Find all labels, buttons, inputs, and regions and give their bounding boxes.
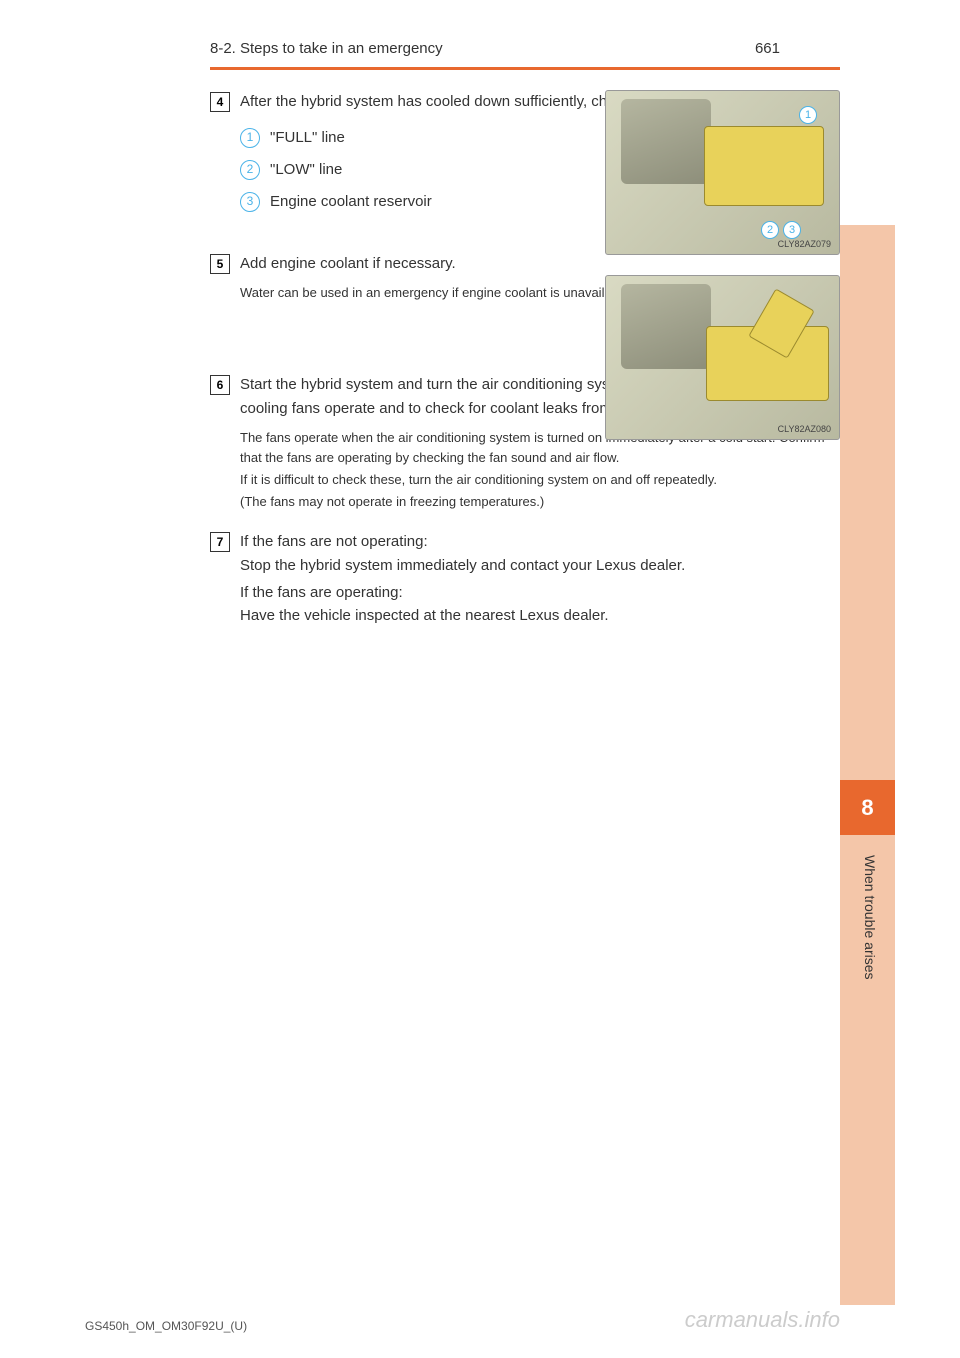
side-tab-label: When trouble arises [862,855,878,980]
step-7-text: If the fans are not operating: [240,530,840,553]
sub-1-label: "FULL" line [270,126,345,150]
sub-3-icon: 3 [240,192,260,212]
figure-reservoir-levels: 1 2 3 CLY82AZ079 [605,90,840,255]
callout-2: 2 [761,221,779,239]
step-7-number: 7 [210,532,230,552]
sub-2-label: "LOW" line [270,158,342,182]
step-5-text: Add engine coolant if necessary. [240,252,840,275]
step-7-line2: If the fans are operating: [240,581,840,604]
chapter-tab: 8 [840,780,895,835]
section-label: 8-2. Steps to take in an emergency [210,40,443,57]
watermark: carmanuals.info [685,1307,840,1333]
step-4-number: 4 [210,92,230,112]
sub-3-label: Engine coolant reservoir [270,190,432,214]
step-6-note2: If it is difficult to check these, turn … [240,470,840,490]
step-7-line3: Have the vehicle inspected at the neares… [240,604,840,627]
callout-1: 1 [799,106,817,124]
figure1-code: CLY82AZ079 [778,239,831,249]
step-7-line1: Stop the hybrid system immediately and c… [240,554,840,577]
footer-doc-id: GS450h_OM_OM30F92U_(U) [85,1319,247,1333]
callout-3: 3 [783,221,801,239]
step-6-number: 6 [210,375,230,395]
figure2-code: CLY82AZ080 [778,424,831,434]
sub-2-icon: 2 [240,160,260,180]
page-number: 661 [755,40,780,57]
header-divider [210,67,840,70]
sub-1-icon: 1 [240,128,260,148]
step-6-note3: (The fans may not operate in freezing te… [240,492,840,512]
step-5-number: 5 [210,254,230,274]
figure-add-coolant: CLY82AZ080 [605,275,840,440]
